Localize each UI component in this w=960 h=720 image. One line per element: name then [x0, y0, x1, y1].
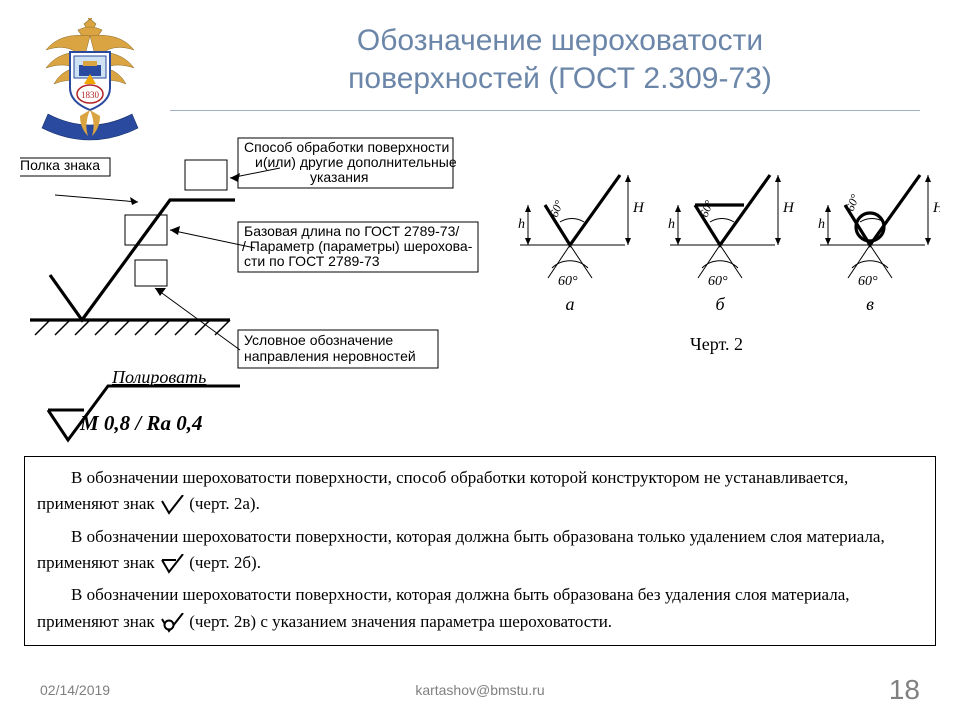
- footer-email: kartashov@bmstu.ru: [0, 682, 960, 698]
- annot-method-1: Способ обработки поверхности: [244, 139, 449, 155]
- example-top: Полировать: [111, 370, 206, 387]
- annot-base-2: / Параметр (параметры) шерохова-: [242, 238, 473, 254]
- h-v: h: [818, 217, 825, 232]
- fig-caption: Черт. 2: [690, 334, 743, 354]
- annot-method-2: и(или) другие дополнительные: [255, 154, 457, 170]
- svg-text:60°: 60°: [843, 192, 862, 213]
- svg-text:60°: 60°: [547, 198, 566, 219]
- p1b: (черт. 2а).: [189, 494, 260, 513]
- angle-v: 60°: [858, 274, 878, 289]
- p2b: (черт. 2б).: [189, 553, 261, 572]
- paragraph-2: В обозначении шероховатости поверхности,…: [37, 524, 923, 577]
- logo-year: 1830: [81, 90, 100, 100]
- paragraph-3: В обозначении шероховатости поверхности,…: [37, 582, 923, 635]
- letter-a: а: [566, 294, 575, 314]
- example-roughness-notation: Полировать М 0,8 / Rа 0,4: [40, 370, 340, 445]
- title-line-1: Обозначение шероховатости: [357, 24, 763, 57]
- letter-v: в: [866, 294, 874, 314]
- annot-method-3: указания: [310, 169, 368, 185]
- symbol-a-icon: [159, 495, 185, 515]
- annot-base-3: сти по ГОСТ 2789-73: [244, 253, 380, 269]
- H-b: H: [782, 200, 795, 216]
- example-bottom: М 0,8 / Rа 0,4: [79, 411, 203, 435]
- H-a: H: [632, 200, 645, 216]
- h-b: h: [668, 217, 675, 232]
- slide-title: Обозначение шероховатости поверхностей (…: [200, 22, 920, 97]
- right-three-symbols: 60° 60° h H а: [518, 175, 940, 354]
- left-symbol-diagram: Полка знака Способ обработки поверхности…: [20, 138, 478, 368]
- diagrams: Полка знака Способ обработки поверхности…: [20, 130, 940, 400]
- letter-b: б: [715, 294, 725, 314]
- explanatory-text-box: В обозначении шероховатости поверхности,…: [24, 456, 936, 646]
- p3b: (черт. 2в) с указанием значения параметр…: [189, 612, 612, 631]
- symbol-v-icon: [159, 613, 185, 633]
- annot-dir-2: направления неровностей: [244, 348, 416, 364]
- annot-shelf: Полка знака: [20, 157, 100, 173]
- paragraph-1: В обозначении шероховатости поверхности,…: [37, 465, 923, 518]
- svg-text:60°: 60°: [697, 198, 716, 219]
- title-line-2: поверхностей (ГОСТ 2.309-73): [348, 62, 772, 95]
- h-a: h: [518, 217, 525, 232]
- annot-dir-1: Условное обозначение: [244, 332, 393, 348]
- title-underline: [170, 110, 920, 111]
- footer-page-number: 18: [889, 674, 920, 706]
- angle-a: 60°: [558, 274, 578, 289]
- angle-b: 60°: [708, 274, 728, 289]
- H-v: H: [932, 200, 940, 216]
- university-crest-logo: 1830: [30, 18, 150, 138]
- annot-base-1: Базовая длина по ГОСТ 2789-73/: [244, 223, 459, 239]
- symbol-b-icon: [159, 554, 185, 574]
